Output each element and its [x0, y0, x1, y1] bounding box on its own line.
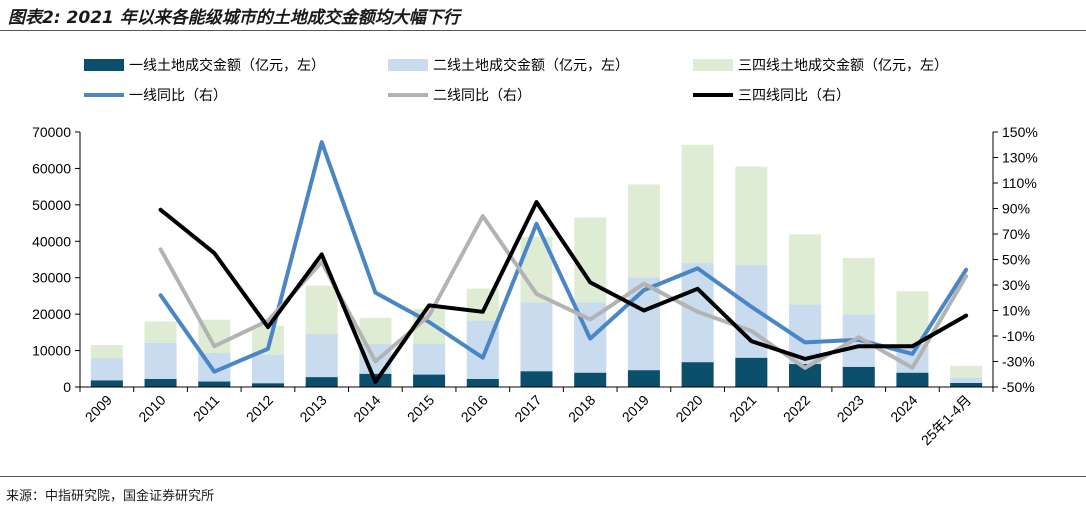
chart-title: 图表2: 2021 年以来各能级城市的土地成交金额均大幅下行	[8, 8, 460, 28]
left-tick-label-7: 70000	[32, 124, 71, 140]
legend-label-bar-0: 一线土地成交金额（亿元，左）	[129, 57, 325, 74]
left-tick-label-0: 0	[63, 379, 71, 395]
bar-0-11	[681, 362, 714, 387]
right-tick-label-1: -30%	[1002, 354, 1035, 370]
x-tick-label-16: 25年1-4月	[918, 392, 974, 448]
line-series-2	[158, 200, 969, 384]
bar-1-3	[251, 354, 284, 387]
source-note: 来源：中指研究院，国金证券研究所	[6, 489, 215, 504]
x-tick-label-14: 2023	[834, 392, 867, 425]
legend-label-bar-1: 二线土地成交金额（亿元，左）	[433, 57, 629, 74]
bars-layer	[90, 144, 983, 387]
x-tick-label-3: 2012	[243, 392, 276, 425]
chart: 一线土地成交金额（亿元，左） 二线土地成交金额（亿元，左） 三四线土地成交金额（亿元…	[32, 57, 1038, 448]
right-tick-label-10: 150%	[1002, 124, 1038, 140]
bar-1-16	[950, 377, 983, 387]
left-tick-label-3: 30000	[32, 270, 71, 286]
left-tick-label-2: 20000	[32, 306, 71, 322]
legend-label-bar-2: 三四线土地成交金额（亿元，左）	[738, 57, 948, 74]
right-tick-label-9: 130%	[1002, 150, 1038, 166]
x-tick-label-0: 2009	[82, 392, 115, 425]
lines-layer	[158, 140, 969, 384]
right-tick-label-8: 110%	[1002, 175, 1037, 191]
legend-label-line-0: 一线同比（右）	[129, 88, 227, 104]
source-divider	[0, 476, 1086, 477]
left-tick-label-4: 40000	[32, 233, 71, 249]
right-tick-label-6: 70%	[1002, 226, 1030, 242]
right-tick-label-2: -10%	[1002, 328, 1035, 344]
x-tick-label-8: 2017	[511, 392, 544, 425]
x-tick-label-2: 2011	[190, 392, 223, 425]
bar-0-9	[574, 372, 607, 387]
legend: 一线土地成交金额（亿元，左） 二线土地成交金额（亿元，左） 三四线土地成交金额（亿元…	[84, 57, 948, 104]
bar-0-8	[520, 371, 553, 387]
x-tick-label-12: 2021	[726, 392, 759, 425]
bar-0-12	[735, 357, 768, 387]
left-tick-label-1: 10000	[32, 343, 71, 359]
bar-0-16	[950, 382, 983, 387]
bar-0-15	[896, 372, 929, 387]
bar-0-6	[413, 374, 446, 387]
line-series-0	[158, 140, 969, 374]
left-tick-label-6: 60000	[32, 160, 71, 176]
bar-0-4	[305, 377, 338, 387]
x-tick-label-10: 2019	[619, 392, 652, 425]
x-tick-label-13: 2022	[780, 392, 813, 425]
x-tick-label-11: 2020	[672, 392, 705, 425]
x-tick-label-5: 2014	[350, 392, 383, 425]
legend-swatch-bar-1	[388, 59, 428, 71]
bar-0-10	[627, 370, 660, 387]
bar-0-13	[789, 364, 822, 387]
x-tick-label-7: 2016	[458, 392, 491, 425]
right-tick-label-0: -50%	[1002, 379, 1035, 395]
title-divider	[0, 30, 1086, 31]
right-tick-label-5: 50%	[1002, 252, 1030, 268]
bar-1-10	[627, 277, 660, 387]
bar-0-3	[251, 383, 284, 387]
right-tick-label-3: 10%	[1002, 303, 1030, 319]
bar-0-14	[842, 366, 875, 387]
bar-0-2	[198, 381, 231, 387]
x-tick-label-15: 2024	[887, 392, 920, 425]
legend-label-line-2: 三四线同比（右）	[738, 88, 850, 104]
bar-0-0	[90, 380, 123, 387]
x-tick-label-1: 2010	[135, 392, 168, 425]
legend-swatch-bar-2	[693, 59, 733, 71]
left-tick-label-5: 50000	[32, 197, 71, 213]
x-tick-label-9: 2018	[565, 392, 598, 425]
right-tick-label-4: 30%	[1002, 277, 1030, 293]
bar-0-7	[466, 378, 499, 387]
legend-label-line-1: 二线同比（右）	[433, 88, 531, 104]
x-tick-label-4: 2013	[296, 392, 329, 425]
bar-0-1	[144, 378, 177, 387]
x-tick-label-6: 2015	[404, 392, 437, 425]
legend-swatch-bar-0	[84, 59, 124, 71]
right-tick-label-7: 90%	[1002, 201, 1030, 217]
